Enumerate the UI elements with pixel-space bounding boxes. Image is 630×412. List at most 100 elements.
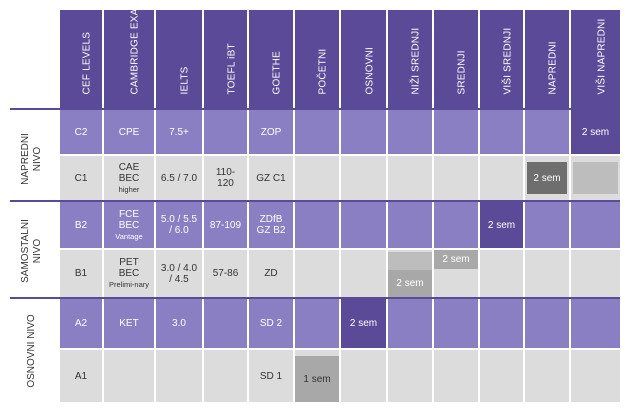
course-cell (388, 299, 434, 348)
goethe-line: GZ B2 (256, 225, 286, 236)
header-nizi-srednji: NIŽI SREDNJI (388, 10, 434, 108)
cambridge-exam-line: PET (119, 257, 139, 268)
table-row: C1 CAE BEC higher 6.5 / 7.0 110- 120 GZ C1 … (60, 156, 620, 200)
semester-badge: 2 sem (527, 162, 567, 194)
header-osnovni: OSNOVNI (341, 10, 388, 108)
cambridge-cell (104, 350, 156, 402)
ielts-line: 5.0 / 5.5 (160, 214, 198, 225)
course-cell (525, 110, 571, 154)
course-cell (388, 350, 434, 402)
cef-level-cell: B2 (60, 202, 104, 248)
header-cambridge-exam: CAMBRIDGE EXAM (104, 10, 156, 108)
toefl-cell: 110- 120 (204, 156, 249, 200)
course-cell (525, 250, 571, 297)
ielts-cell: 7.5+ (156, 110, 204, 154)
course-cell (571, 156, 620, 200)
toefl-cell (204, 350, 249, 402)
goethe-line: ZDfB (259, 214, 283, 225)
goethe-cell: SD 1 (249, 350, 295, 402)
goethe-cell: ZOP (249, 110, 295, 154)
ielts-line: 3.0 / 4.0 (160, 262, 198, 274)
course-cell (480, 299, 525, 348)
course-cell (480, 350, 525, 402)
table-row: C2 CPE 7.5+ ZOP 2 sem (60, 110, 620, 154)
cef-level-cell: B1 (60, 250, 104, 297)
header-napredni: NAPREDNI (525, 10, 571, 108)
cambridge-exam-line: BEC (118, 172, 140, 184)
section-divider (10, 108, 620, 110)
section-divider (10, 200, 620, 202)
course-cell (480, 156, 525, 200)
header-pocetni: POČETNI (295, 10, 341, 108)
course-cell (388, 156, 434, 200)
course-cell (341, 250, 388, 297)
toefl-line: 110- (215, 167, 236, 178)
ielts-line: / 6.0 (169, 225, 189, 236)
ielts-cell: 6.5 / 7.0 (156, 156, 204, 200)
course-cell: 2 sem (480, 202, 525, 248)
cambridge-note: higher (118, 184, 140, 194)
semester-badge: 2 sem (571, 110, 620, 154)
course-cell (388, 202, 434, 248)
cambridge-exam-line: BEC (118, 268, 140, 279)
semester-badge: 1 sem (295, 356, 339, 402)
table-header-row: CEF LEVELS CAMBRIDGE EXAM IELTS TOEFL iB… (60, 10, 620, 108)
goethe-cell: GZ C1 (249, 156, 295, 200)
header-visi-napredni: VIŠI NAPREDNI (571, 10, 620, 108)
section-label-osnovni: OSNOVNI NIVO (26, 313, 37, 388)
goethe-cell: SD 2 (249, 299, 295, 348)
course-cell: 2 sem (571, 110, 620, 154)
course-cell (480, 110, 525, 154)
table-row: A1 SD 1 1 sem (60, 350, 620, 402)
cambridge-note: Vantage (115, 231, 143, 241)
course-cell (341, 156, 388, 200)
semester-badge: 2 sem (434, 250, 478, 269)
course-cell (525, 350, 571, 402)
course-cell (571, 299, 620, 348)
cef-level-cell: A2 (60, 299, 104, 348)
cambridge-exam-line: FCE (118, 208, 139, 220)
ielts-cell (156, 350, 204, 402)
semester-continuation (573, 162, 618, 194)
course-cell: 2 sem (525, 156, 571, 200)
course-cell (434, 299, 480, 348)
cef-level-cell: C2 (60, 110, 104, 154)
course-cell: 2 sem (388, 250, 434, 297)
course-cell: 2 sem (434, 250, 480, 297)
course-cell (571, 250, 620, 297)
course-cell (571, 202, 620, 248)
semester-badge: 2 sem (341, 299, 386, 348)
course-cell (525, 299, 571, 348)
course-cell (434, 156, 480, 200)
section-label-napredni: NAPREDNI NIVO (20, 133, 43, 185)
header-visi-srednji: VIŠI SREDNJI (480, 10, 525, 108)
course-cell (525, 202, 571, 248)
course-cell (434, 202, 480, 248)
course-cell (434, 110, 480, 154)
course-cell (295, 156, 341, 200)
cambridge-cell: FCE BEC Vantage (104, 202, 156, 248)
ielts-cell: 3.0 (156, 299, 204, 348)
course-cell (295, 250, 341, 297)
header-cef-levels: CEF LEVELS (60, 10, 104, 108)
ielts-cell: 5.0 / 5.5/ 6.0 (156, 202, 204, 248)
header-srednji: SREDNJI (434, 10, 480, 108)
course-cell (295, 202, 341, 248)
cambridge-note: Prelimi-nary (108, 280, 149, 289)
semester-badge: 2 sem (480, 202, 523, 248)
course-cell (295, 110, 341, 154)
course-cell (480, 250, 525, 297)
course-cell: 2 sem (341, 299, 388, 348)
header-goethe: GOETHE (249, 10, 295, 108)
course-cell (434, 350, 480, 402)
section-label-samostalni: SAMOSTALNI NIVO (20, 219, 43, 283)
cambridge-exam-line: BEC (118, 219, 140, 231)
toefl-cell: 57-86 (204, 250, 249, 297)
course-cell (341, 202, 388, 248)
semester-badge: 2 sem (388, 270, 432, 297)
course-cell: 1 sem (295, 350, 341, 402)
cambridge-cell: KET (104, 299, 156, 348)
toefl-line: 120 (217, 178, 234, 189)
cambridge-cell: CPE (104, 110, 156, 154)
ielts-line: / 4.5 (169, 273, 189, 285)
